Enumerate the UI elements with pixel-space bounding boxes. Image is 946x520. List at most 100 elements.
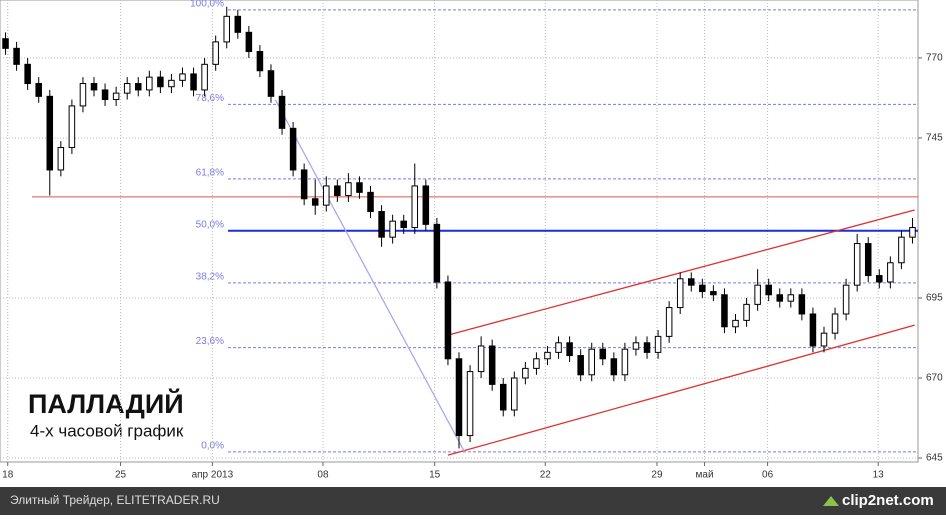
y-tick-label: 745: [926, 133, 943, 144]
candle-body: [345, 182, 352, 197]
candle-body: [522, 367, 529, 379]
candle-body: [676, 278, 684, 309]
candle-body: [300, 169, 308, 200]
candle-body: [876, 275, 883, 283]
logo-text[interactable]: clip2net.com: [842, 492, 934, 509]
candle-body: [134, 83, 142, 91]
candle-body: [57, 147, 65, 171]
candle-body: [223, 15, 230, 43]
candle-body: [13, 47, 20, 65]
candle-body: [367, 191, 374, 213]
candle-body: [511, 377, 518, 411]
candle-body: [466, 371, 474, 437]
candle-body: [168, 79, 175, 88]
candle-body: [732, 319, 739, 328]
candle-body: [212, 41, 219, 65]
candle-body: [68, 105, 76, 149]
candle-body: [311, 198, 319, 206]
candle-body: [610, 358, 618, 376]
candle-body: [400, 220, 407, 229]
candle-body: [267, 70, 275, 97]
candle-body: [179, 73, 186, 81]
candle-body: [411, 185, 419, 229]
candle-body: [909, 227, 916, 238]
candle-body: [46, 95, 54, 171]
candle-body: [157, 76, 164, 88]
candle-body: [776, 294, 784, 302]
candle-body: [632, 342, 640, 350]
x-tick-label: 22: [540, 470, 552, 481]
candle-body: [101, 89, 109, 101]
candle-body: [787, 294, 795, 302]
candle-body: [35, 83, 42, 97]
candle-body: [654, 335, 662, 353]
x-tick-label: 06: [762, 470, 774, 481]
candle-body: [809, 313, 817, 347]
candle-body: [853, 243, 861, 286]
candle-body: [842, 284, 850, 315]
footer-bar: [0, 487, 946, 515]
candle-body: [455, 358, 463, 437]
y-tick-label: 670: [926, 373, 943, 384]
x-tick-label: апр 2013: [192, 470, 234, 481]
fib-label: 0,0%: [201, 441, 224, 452]
fib-label: 100,0%: [190, 0, 224, 10]
candle-body: [665, 307, 673, 337]
chart-title: ПАЛЛАДИЙ: [28, 388, 184, 419]
candle-body: [112, 92, 120, 101]
logo-icon: [823, 496, 839, 506]
fib-label: 61,8%: [196, 168, 224, 179]
x-tick-label: 08: [317, 470, 329, 481]
candle-body: [389, 220, 396, 238]
candle-body: [643, 342, 651, 353]
candle-body: [710, 291, 717, 296]
candle-body: [323, 185, 330, 206]
candle-body: [544, 351, 551, 360]
candle-body: [743, 303, 750, 321]
candle-body: [334, 185, 341, 197]
candle-body: [201, 63, 208, 91]
candle-body: [146, 76, 153, 91]
candle-body: [898, 236, 905, 264]
fib-label: 38,2%: [196, 272, 224, 283]
candle-body: [289, 127, 297, 171]
trend-line: [447, 324, 915, 456]
trend-line: [447, 209, 915, 336]
candle-body: [754, 284, 761, 305]
candle-body: [234, 15, 242, 33]
candle-body: [444, 281, 452, 360]
x-tick-label: 15: [429, 470, 441, 481]
x-tick-label: 25: [115, 470, 127, 481]
x-tick-label: 13: [873, 470, 885, 481]
candle-body: [190, 73, 197, 91]
y-tick-label: 695: [926, 293, 943, 304]
candle-body: [433, 223, 441, 283]
candle-body: [278, 95, 286, 129]
candle-body: [555, 342, 562, 353]
trend-line: [274, 99, 466, 453]
candle-body: [887, 262, 894, 283]
y-tick-label: 645: [926, 453, 943, 464]
candle-body: [831, 313, 839, 334]
fib-label: 78,6%: [196, 93, 224, 104]
x-tick-label: 29: [651, 470, 663, 481]
x-tick-label: 18: [2, 470, 14, 481]
candle-body: [378, 211, 385, 238]
candle-body: [499, 383, 507, 411]
candle-body: [864, 243, 872, 277]
candle-body: [356, 182, 363, 193]
candle-body: [820, 332, 828, 347]
chart-subtitle: 4-х часовой график: [30, 421, 184, 440]
x-tick-label: май: [696, 470, 714, 481]
candle-body: [477, 345, 485, 373]
fib-label: 23,6%: [196, 336, 224, 347]
candle-body: [566, 342, 573, 357]
candle-body: [688, 278, 695, 286]
candle-body: [699, 284, 706, 293]
candle-body: [765, 284, 772, 296]
candle-body: [721, 294, 728, 328]
candle-body: [588, 348, 595, 376]
fib-label: 50,0%: [196, 219, 224, 230]
candle-body: [422, 185, 430, 225]
